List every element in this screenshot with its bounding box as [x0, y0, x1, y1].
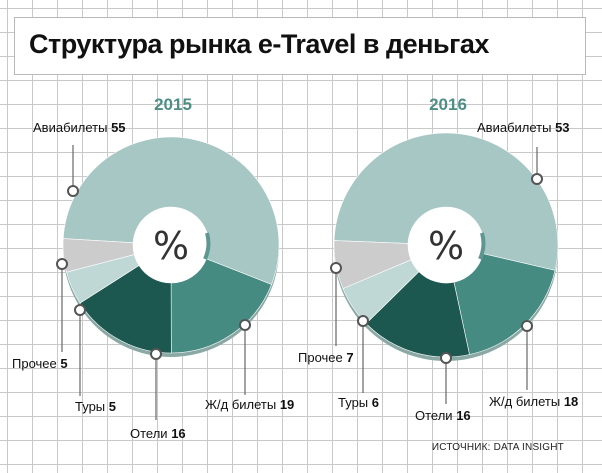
marker-air-tickets — [531, 173, 543, 185]
marker-rail-tickets — [521, 320, 533, 332]
data-label-tours: Туры 6 — [338, 395, 379, 410]
data-label-hotels: Отели 16 — [130, 426, 186, 441]
donut-hole-edge — [203, 232, 211, 260]
marker-rail-tickets — [239, 319, 251, 331]
data-label-tours: Туры 5 — [75, 399, 116, 414]
marker-other — [330, 262, 342, 274]
data-label-hotels: Отели 16 — [415, 408, 471, 423]
chart-year-2015: 2015 — [154, 95, 192, 114]
data-label-other: Прочее 7 — [298, 350, 354, 365]
data-label-rail-tickets: Ж/д билеты 18 — [489, 394, 578, 409]
marker-hotels — [150, 348, 162, 360]
data-label-air-tickets: Авиабилеты 53 — [477, 120, 570, 135]
chart-title: Структура рынка e-Travel в деньгах — [29, 29, 489, 59]
percent-symbol: % — [428, 224, 464, 268]
data-label-other: Прочее 5 — [12, 356, 68, 371]
title-box: Структура рынка e-Travel в деньгах — [14, 17, 586, 75]
marker-tours — [357, 315, 369, 327]
donut-hole — [133, 207, 209, 283]
donut-hole — [408, 207, 484, 283]
source-note: ИСТОЧНИК: DATA INSIGHT — [431, 442, 564, 453]
donut-hole-edge — [478, 232, 486, 260]
marker-other — [56, 258, 68, 270]
data-label-rail-tickets: Ж/д билеты 19 — [205, 397, 294, 412]
marker-air-tickets — [67, 185, 79, 197]
data-label-air-tickets: Авиабилеты 55 — [33, 120, 126, 135]
percent-symbol: % — [153, 224, 189, 268]
slice-rail-tickets — [170, 258, 272, 354]
marker-hotels — [440, 352, 452, 364]
chart-year-2016: 2016 — [429, 95, 467, 114]
marker-tours — [74, 304, 86, 316]
